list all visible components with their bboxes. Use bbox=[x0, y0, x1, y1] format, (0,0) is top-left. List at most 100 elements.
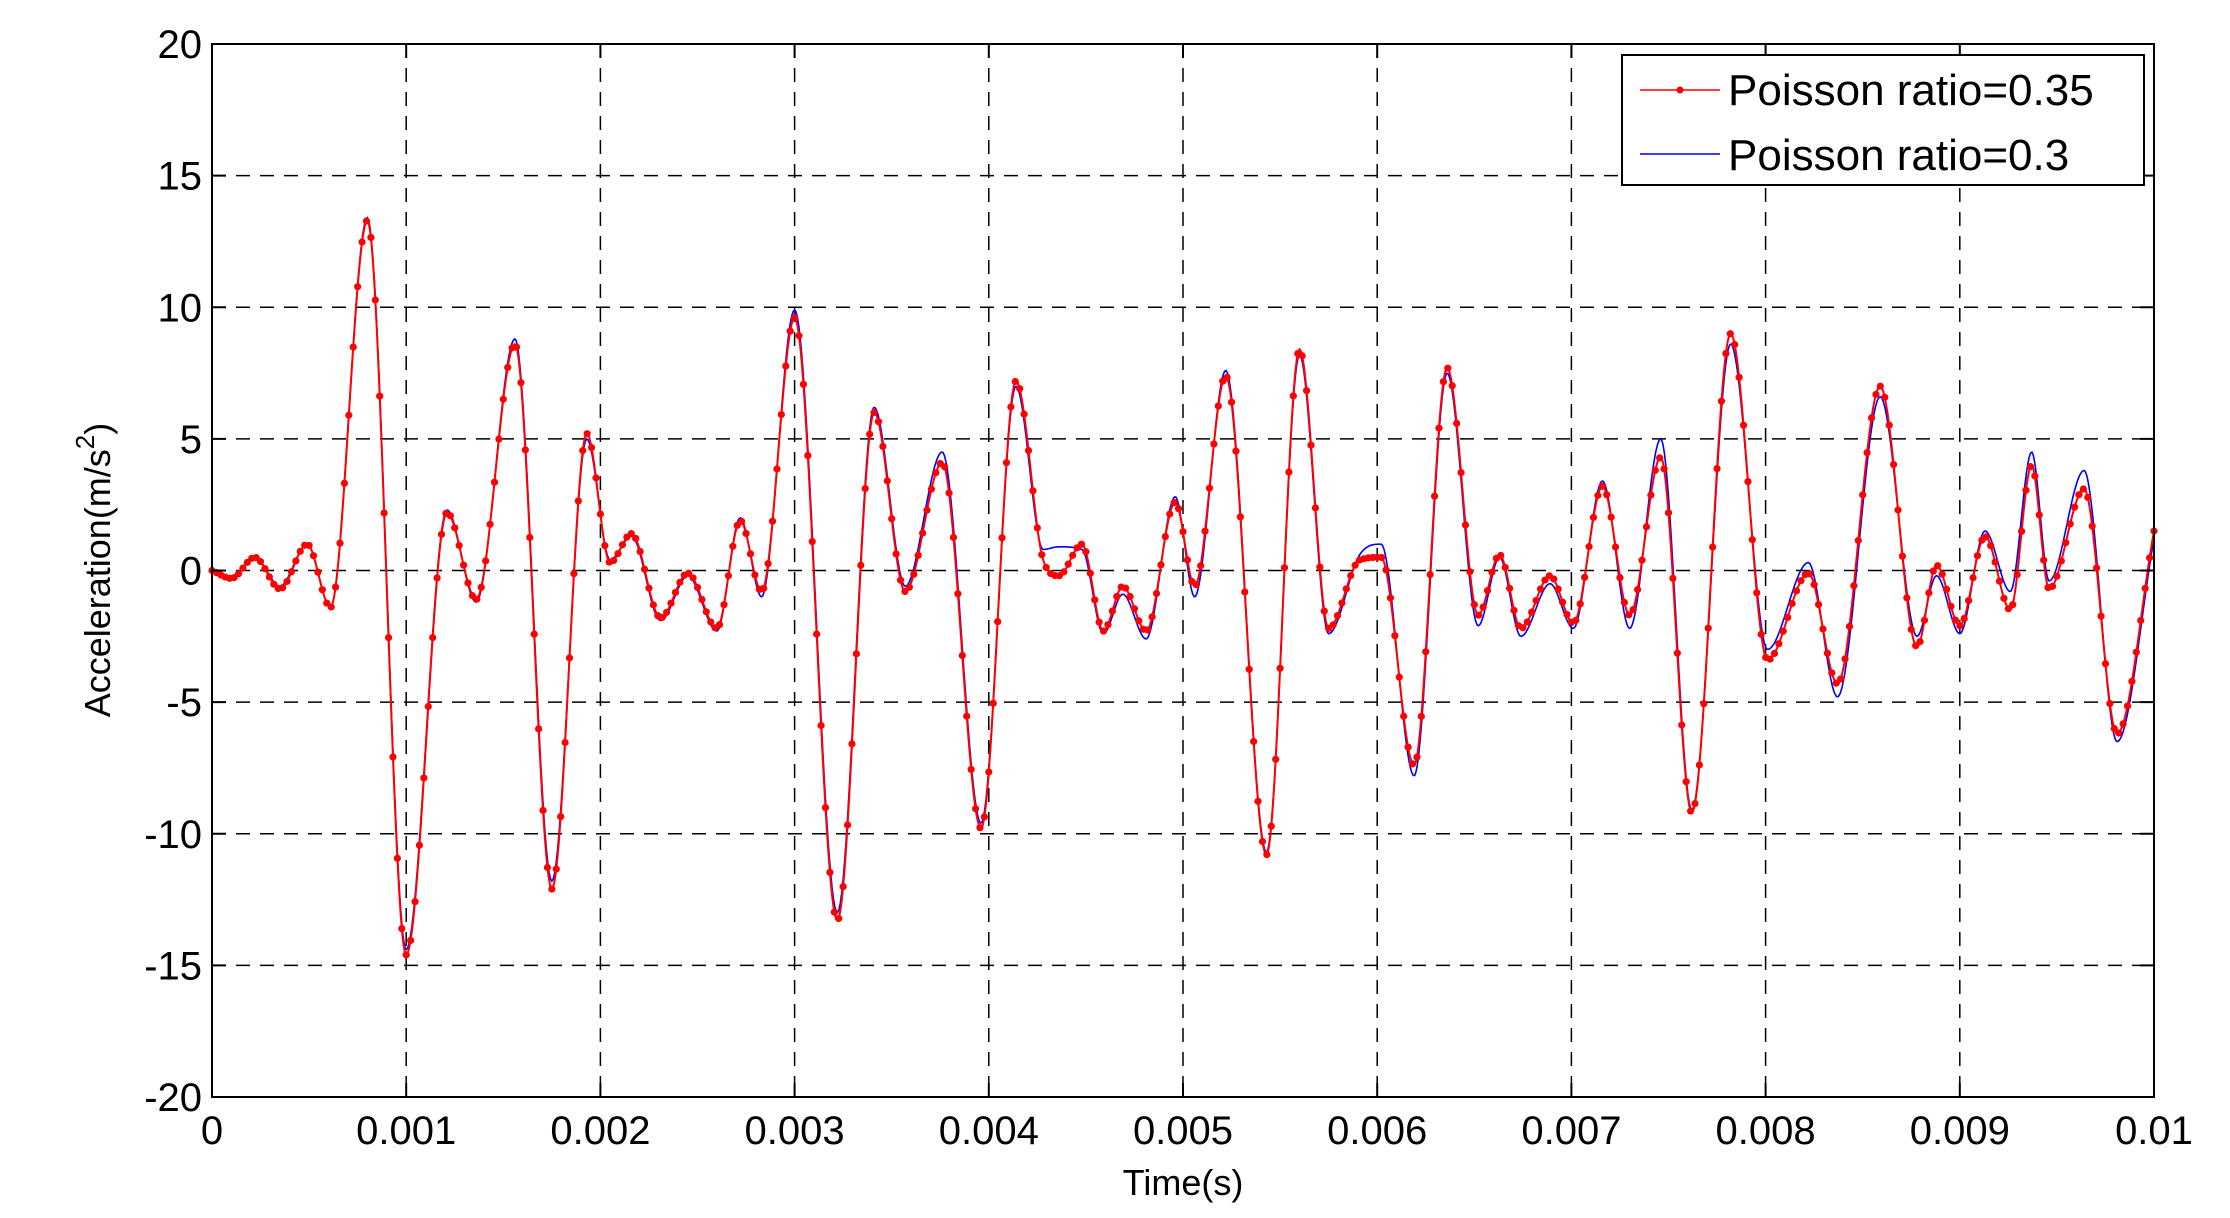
series-1-marker bbox=[1016, 385, 1024, 393]
series-1-marker bbox=[2097, 612, 2105, 620]
x-tick-label: 0.001 bbox=[356, 1109, 456, 1153]
series-1-marker bbox=[327, 603, 335, 611]
series-1-marker bbox=[1753, 589, 1761, 597]
series-1-marker bbox=[896, 576, 905, 584]
series-1-marker bbox=[2066, 520, 2074, 528]
x-tick-label: 0.006 bbox=[1327, 1109, 1427, 1153]
series-1-marker bbox=[1333, 612, 1342, 620]
series-1-marker bbox=[455, 541, 463, 550]
series-1-marker bbox=[1232, 447, 1240, 455]
series-1-marker bbox=[398, 924, 406, 933]
series-1-marker bbox=[1302, 387, 1311, 395]
series-1-marker bbox=[2013, 570, 2021, 579]
series-1-marker bbox=[1969, 574, 1977, 582]
series-1-marker bbox=[402, 951, 410, 959]
series-1-marker bbox=[1823, 649, 1831, 657]
series-1-marker bbox=[971, 805, 980, 813]
series-1-marker bbox=[1656, 454, 1664, 462]
series-1-marker bbox=[539, 806, 547, 814]
series-1-marker bbox=[742, 529, 750, 538]
series-1-marker bbox=[1386, 594, 1395, 602]
y-axis-title-main: Acceleration(m/s bbox=[77, 449, 118, 717]
series-1-marker bbox=[663, 608, 671, 616]
series-1-marker bbox=[1682, 778, 1690, 786]
series-1-marker bbox=[1135, 617, 1143, 625]
series-1-marker bbox=[1307, 441, 1315, 449]
series-1-marker bbox=[1757, 630, 1765, 638]
series-1-marker bbox=[1629, 606, 1637, 614]
series-1-marker bbox=[1881, 393, 1889, 401]
series-1-marker bbox=[411, 898, 419, 906]
series-1-marker bbox=[1554, 585, 1562, 593]
legend-label-series-2: Poisson ratio=0.3 bbox=[1728, 131, 2069, 180]
series-1-marker bbox=[477, 583, 485, 591]
series-1-marker bbox=[1942, 585, 1951, 593]
series-1-marker bbox=[1748, 536, 1756, 544]
series-1-marker bbox=[1916, 638, 1924, 646]
series-1-marker bbox=[640, 565, 649, 573]
series-1-marker bbox=[570, 570, 578, 578]
series-1-marker bbox=[676, 578, 684, 586]
series-1-marker bbox=[380, 509, 388, 517]
series-1-marker bbox=[1029, 487, 1037, 495]
series-1-marker bbox=[1704, 624, 1712, 632]
series-1-marker bbox=[407, 936, 415, 945]
series-1-marker bbox=[1002, 459, 1011, 467]
legend: Poisson ratio=0.35 Poisson ratio=0.3 bbox=[1621, 54, 2145, 186]
series-1-marker bbox=[486, 520, 494, 528]
series-1-marker bbox=[963, 712, 971, 720]
grid-lines bbox=[212, 44, 2154, 1097]
series-1-marker bbox=[292, 557, 300, 565]
series-1-marker bbox=[1739, 421, 1748, 429]
series-1-marker bbox=[1987, 542, 1995, 550]
series-1-marker bbox=[557, 812, 565, 821]
series-1-marker bbox=[1607, 513, 1615, 521]
series-1-marker bbox=[1558, 598, 1567, 606]
series-1-marker bbox=[1152, 589, 1161, 597]
series-1-marker bbox=[429, 633, 437, 642]
series-1-marker bbox=[464, 579, 472, 587]
series-1-marker bbox=[826, 868, 834, 877]
axis-ticks: 0 0.001 0.002 0.003 0.004 0.005 0.006 0.007 0.00… bbox=[144, 23, 2193, 1153]
y-tick-label: -5 bbox=[166, 681, 202, 725]
series-1-marker bbox=[905, 583, 913, 591]
series-1-marker bbox=[1678, 721, 1686, 729]
series-1-marker bbox=[1285, 468, 1293, 476]
series-1-marker bbox=[601, 542, 609, 550]
series-1-marker bbox=[795, 332, 803, 340]
series-1-marker bbox=[1197, 562, 1205, 570]
series-1-marker bbox=[1201, 527, 1209, 535]
series-1-marker bbox=[495, 435, 503, 443]
series-1-marker bbox=[499, 395, 507, 403]
series-1-marker bbox=[1466, 568, 1474, 576]
series-1-marker bbox=[720, 601, 728, 609]
series-1-marker bbox=[1647, 491, 1655, 499]
series-1-marker bbox=[1422, 648, 1430, 656]
series-1-marker bbox=[1903, 594, 1911, 602]
series-1-marker bbox=[1792, 587, 1801, 595]
series-1-marker bbox=[1329, 621, 1337, 629]
series-1-marker bbox=[473, 595, 481, 603]
series-1-marker bbox=[1250, 737, 1258, 746]
series-1-marker bbox=[857, 561, 865, 569]
series-1-marker bbox=[1898, 552, 1907, 560]
series-1-marker bbox=[667, 599, 675, 607]
series-1-marker bbox=[632, 534, 640, 543]
series-1-marker bbox=[1859, 491, 1867, 499]
y-tick-label: 0 bbox=[180, 550, 202, 594]
series-1-marker bbox=[1872, 390, 1880, 399]
series-1-marker bbox=[1563, 610, 1571, 619]
series-1-marker bbox=[1775, 640, 1783, 648]
series-1-marker bbox=[1245, 665, 1253, 673]
series-1-marker bbox=[2110, 725, 2118, 733]
series-1-marker bbox=[1603, 491, 1611, 499]
series-1-marker bbox=[1413, 753, 1421, 761]
series-1-marker bbox=[2141, 584, 2149, 592]
series-1-marker bbox=[870, 408, 878, 417]
series-1-marker bbox=[1863, 449, 1871, 457]
series-1-marker bbox=[1819, 625, 1827, 633]
series-1-marker bbox=[287, 568, 296, 576]
series-1-marker bbox=[1576, 600, 1584, 608]
series-1-marker bbox=[1713, 464, 1721, 473]
